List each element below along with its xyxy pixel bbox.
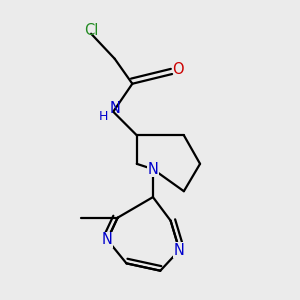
Text: N: N — [102, 232, 113, 247]
Text: Cl: Cl — [84, 23, 98, 38]
Text: N: N — [174, 243, 185, 258]
Text: N: N — [148, 162, 158, 177]
Text: O: O — [172, 62, 184, 77]
Text: H: H — [99, 110, 109, 123]
Text: N: N — [109, 101, 120, 116]
